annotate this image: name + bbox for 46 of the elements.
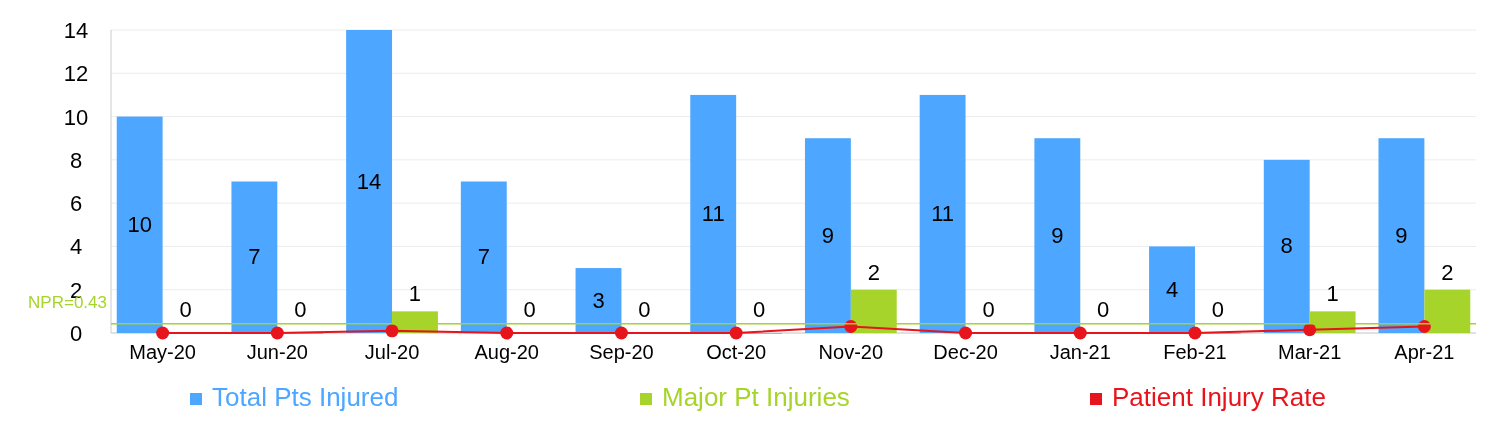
- data-label: 2: [1441, 259, 1454, 285]
- data-label: 0: [1211, 297, 1225, 322]
- x-tick-label: Sep-20: [589, 341, 654, 363]
- data-label: 2: [867, 259, 880, 285]
- x-tick-label: Mar-21: [1278, 341, 1342, 363]
- data-label: 0: [294, 297, 307, 322]
- data-label: 14: [356, 168, 382, 194]
- x-tick-label: Aug-20: [474, 341, 539, 363]
- y-tick-label: 10: [63, 104, 89, 130]
- legend-label: Total Pts Injured: [212, 382, 399, 412]
- data-label: 7: [248, 244, 261, 270]
- data-label: 1: [1326, 281, 1339, 307]
- data-label: 4: [1165, 276, 1179, 302]
- data-label: 8: [1280, 233, 1293, 259]
- data-label: 10: [127, 211, 152, 237]
- data-label: 9: [1051, 222, 1064, 248]
- data-label: 11: [931, 200, 955, 226]
- data-label: 0: [752, 297, 766, 322]
- x-tick-label: Jun-20: [246, 341, 308, 363]
- data-label: 3: [592, 287, 605, 313]
- x-tick-label: Jul-20: [364, 341, 420, 363]
- x-tick-label: Apr-21: [1394, 341, 1455, 363]
- data-label: 9: [821, 222, 835, 248]
- data-label: 0: [638, 297, 651, 322]
- y-tick-label: 8: [69, 147, 83, 173]
- x-tick-label: Jan-21: [1049, 341, 1111, 363]
- y-tick-label: 6: [69, 191, 83, 217]
- data-label: 0: [179, 297, 192, 322]
- legend-label: Major Pt Injuries: [662, 382, 850, 412]
- data-label: 7: [477, 244, 490, 270]
- y-tick-label: 0: [69, 321, 83, 346]
- y-tick-label: 4: [69, 234, 83, 260]
- data-label: 0: [523, 297, 536, 322]
- y-tick-label: 12: [63, 61, 89, 87]
- legend-label: Patient Injury Rate: [1112, 382, 1326, 412]
- x-tick-label: May-20: [129, 341, 196, 363]
- data-label: 0: [1097, 297, 1110, 322]
- data-label: 9: [1395, 222, 1408, 248]
- x-tick-label: Feb-21: [1163, 341, 1227, 363]
- y-tick-label: 14: [63, 18, 89, 43]
- data-label: 0: [982, 297, 995, 322]
- x-tick-label: Dec-20: [933, 341, 998, 363]
- x-tick-label: Nov-20: [818, 341, 884, 363]
- data-label: 1: [408, 281, 422, 307]
- x-tick-label: Oct-20: [706, 341, 767, 363]
- data-label: 11: [701, 200, 725, 226]
